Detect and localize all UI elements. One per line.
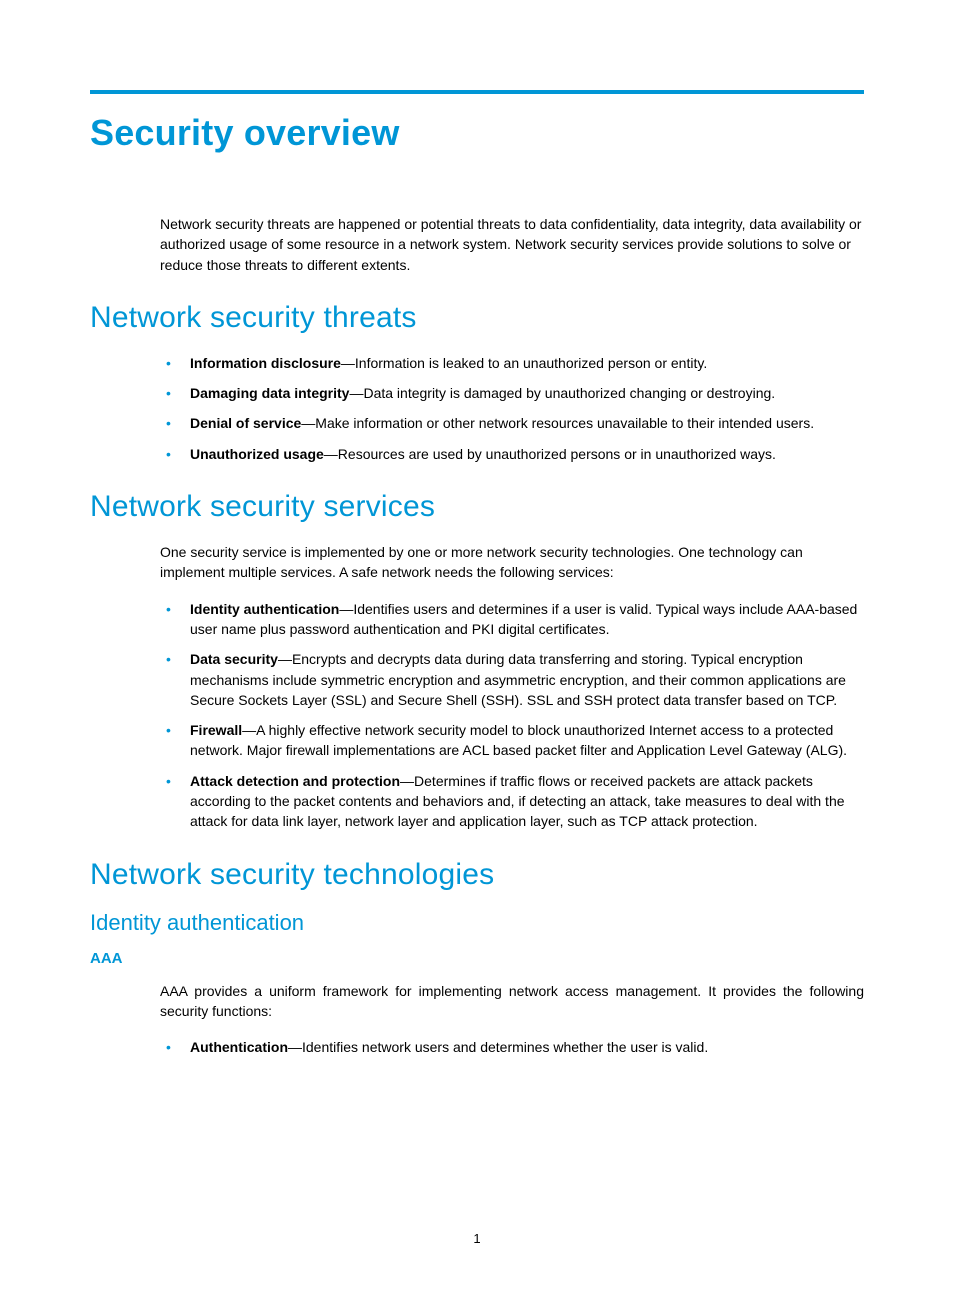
term: Authentication xyxy=(190,1039,288,1055)
list-item: Damaging data integrity—Data integrity i… xyxy=(160,383,864,403)
threats-list: Information disclosure—Information is le… xyxy=(160,353,864,464)
desc: —Information is leaked to an unauthorize… xyxy=(341,355,707,371)
term: Identity authentication xyxy=(190,601,339,617)
list-item: Firewall—A highly effective network secu… xyxy=(160,720,864,761)
term: Information disclosure xyxy=(190,355,341,371)
services-list: Identity authentication—Identifies users… xyxy=(160,599,864,832)
term: Data security xyxy=(190,651,278,667)
top-rule xyxy=(90,90,864,94)
desc: —A highly effective network security mod… xyxy=(190,722,847,758)
services-intro: One security service is implemented by o… xyxy=(160,542,864,583)
list-item: Unauthorized usage—Resources are used by… xyxy=(160,444,864,464)
section-heading-technologies: Network security technologies xyxy=(90,858,864,892)
section-heading-services: Network security services xyxy=(90,490,864,524)
list-item: Identity authentication—Identifies users… xyxy=(160,599,864,640)
subsubsection-heading-aaa: AAA xyxy=(90,950,864,967)
services-block: One security service is implemented by o… xyxy=(160,542,864,832)
document-page: Security overview Network security threa… xyxy=(0,0,954,1296)
list-item: Attack detection and protection—Determin… xyxy=(160,771,864,832)
intro-paragraph: Network security threats are happened or… xyxy=(160,214,864,275)
desc: —Resources are used by unauthorized pers… xyxy=(324,446,776,462)
list-item: Information disclosure—Information is le… xyxy=(160,353,864,373)
aaa-block: AAA provides a uniform framework for imp… xyxy=(160,981,864,1058)
desc: —Identifies network users and determines… xyxy=(288,1039,708,1055)
list-item: Data security—Encrypts and decrypts data… xyxy=(160,649,864,710)
desc: —Data integrity is damaged by unauthoriz… xyxy=(349,385,775,401)
term: Attack detection and protection xyxy=(190,773,400,789)
desc: —Make information or other network resou… xyxy=(301,415,814,431)
term: Denial of service xyxy=(190,415,301,431)
section-heading-threats: Network security threats xyxy=(90,301,864,335)
desc: —Encrypts and decrypts data during data … xyxy=(190,651,846,708)
term: Unauthorized usage xyxy=(190,446,324,462)
page-title: Security overview xyxy=(90,112,864,154)
aaa-list: Authentication—Identifies network users … xyxy=(160,1037,864,1057)
intro-block: Network security threats are happened or… xyxy=(160,214,864,275)
term: Firewall xyxy=(190,722,242,738)
aaa-intro: AAA provides a uniform framework for imp… xyxy=(160,981,864,1022)
term: Damaging data integrity xyxy=(190,385,349,401)
page-number: 1 xyxy=(0,1231,954,1246)
list-item: Authentication—Identifies network users … xyxy=(160,1037,864,1057)
subsection-heading-identity-auth: Identity authentication xyxy=(90,910,864,936)
list-item: Denial of service—Make information or ot… xyxy=(160,413,864,433)
threats-block: Information disclosure—Information is le… xyxy=(160,353,864,464)
